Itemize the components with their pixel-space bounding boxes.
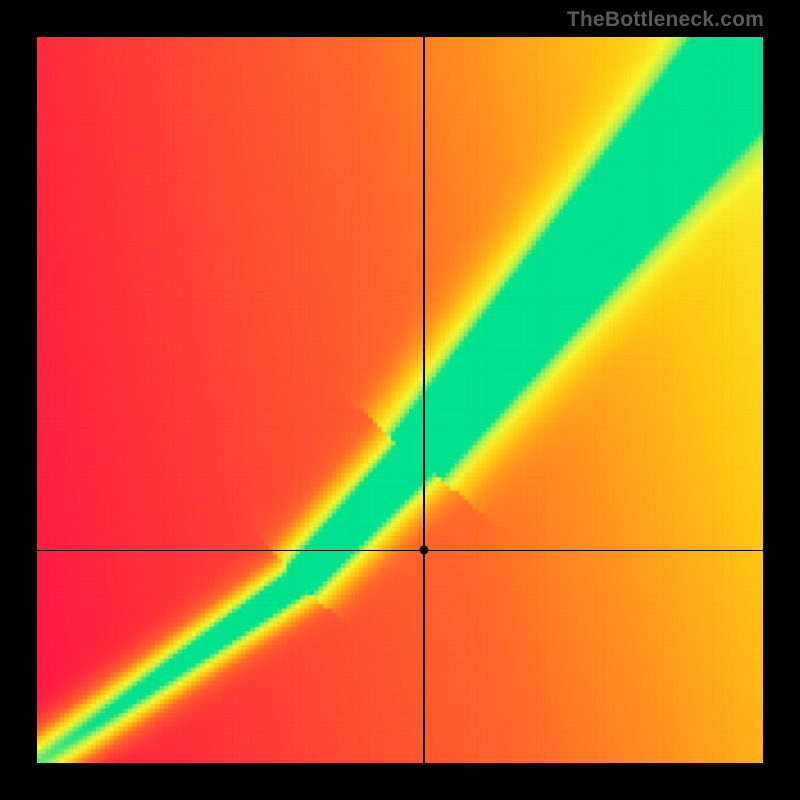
heatmap-canvas <box>37 37 763 763</box>
crosshair-horizontal <box>37 550 763 551</box>
crosshair-vertical <box>423 37 424 763</box>
heatmap-plot <box>37 37 763 763</box>
page-container: TheBottleneck.com <box>0 0 800 800</box>
watermark-text: TheBottleneck.com <box>567 8 764 32</box>
